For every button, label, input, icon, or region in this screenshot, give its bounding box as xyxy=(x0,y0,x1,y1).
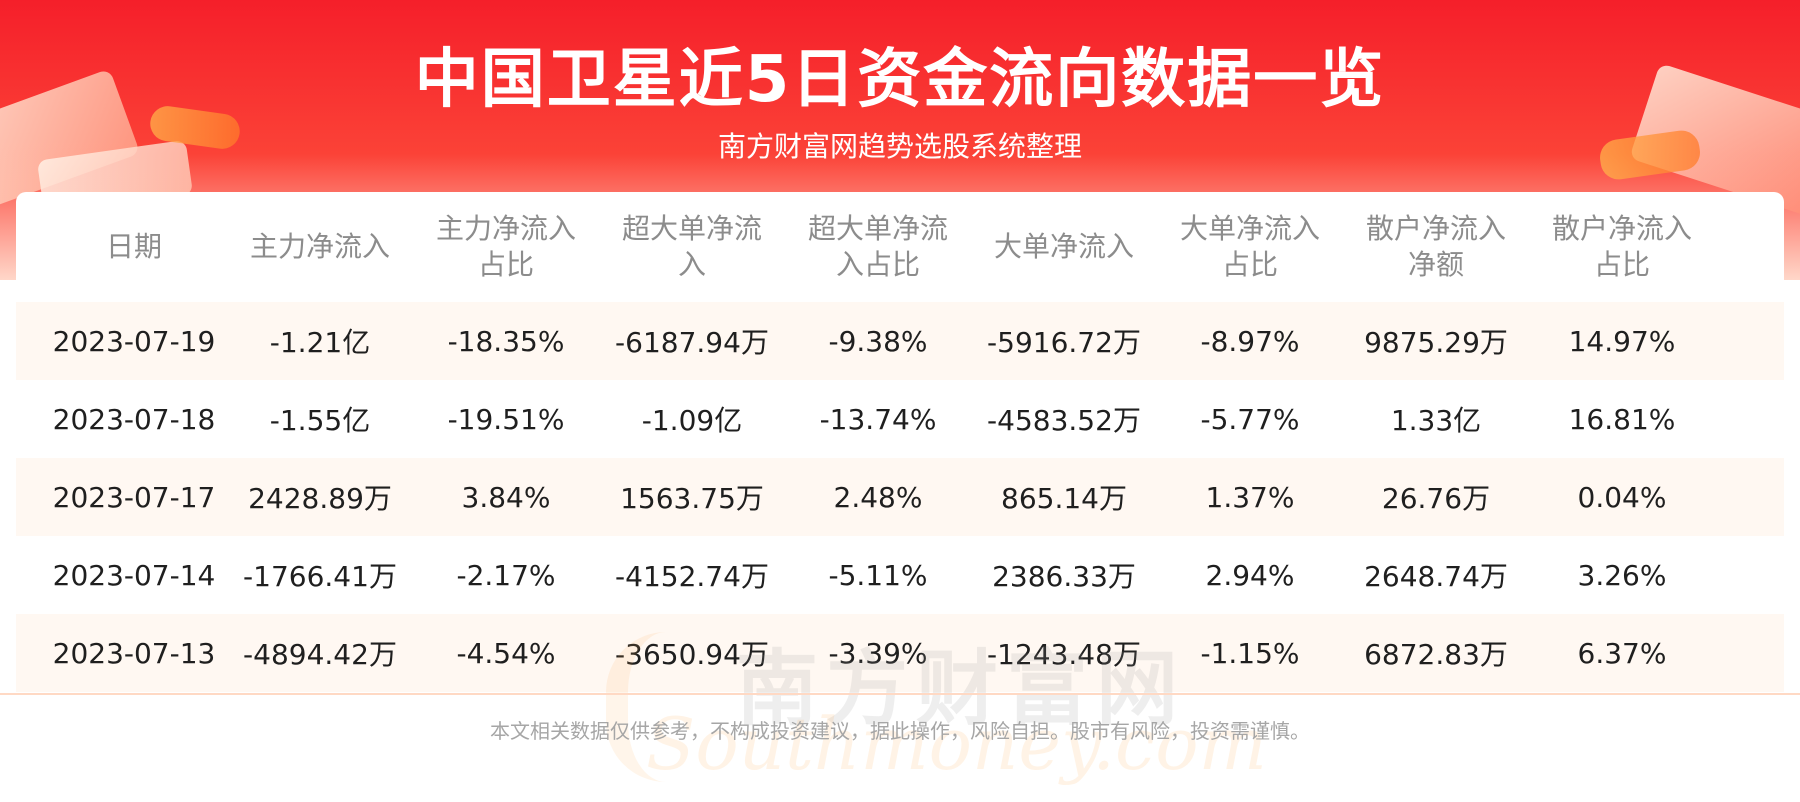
date-cell: 2023-07-13 xyxy=(52,636,216,670)
value-cell: -19.51% xyxy=(447,402,565,436)
column-header-label: 入占比 xyxy=(835,248,920,281)
value-cell: 6872.83万 xyxy=(1364,638,1508,671)
data-table-card: 日期 主力净流入 主力净流入 占比 超大单净流入超大单净流 入占比 大单净流入 大单净流入 占比… xyxy=(16,192,1784,786)
table-row: 2023-07-13 -4894.42万 -4.54% -3650.94万 -3.39%… xyxy=(16,614,1784,692)
value-cell: 2428.89万 xyxy=(248,482,392,515)
value-cell: 865.14万 xyxy=(1001,482,1127,515)
column-header: 超大单净流 入占比 xyxy=(785,192,971,302)
column-header-label: 日期 xyxy=(105,230,162,263)
column-header: 主力净流入 xyxy=(227,192,413,302)
value-cell: -5916.72万 xyxy=(987,326,1141,359)
column-header: 超大单净流入 xyxy=(599,192,785,302)
value-cell: -4583.52万 xyxy=(987,404,1141,437)
value-cell: 2386.33万 xyxy=(992,560,1136,593)
value-cell: -1.21亿 xyxy=(269,326,371,359)
value-cell: -18.35% xyxy=(447,324,565,358)
date-cell: 2023-07-14 xyxy=(52,558,216,592)
value-cell: -2.17% xyxy=(456,558,556,592)
column-header: 大单净流入 占比 xyxy=(1157,192,1343,302)
value-cell: -6187.94万 xyxy=(615,326,769,359)
column-header-label: 占比 xyxy=(477,248,534,281)
value-cell: -8.97% xyxy=(1200,324,1300,358)
value-cell: -3.39% xyxy=(828,636,928,670)
value-cell: 3.26% xyxy=(1577,558,1667,592)
column-header-label: 入 xyxy=(677,248,706,281)
column-header-label: 大单净流入 xyxy=(1179,212,1320,245)
column-header-label: 占比 xyxy=(1593,248,1650,281)
column-header-label: 超大单净流 xyxy=(807,212,948,245)
column-header-label: 主力净流入 xyxy=(435,212,576,245)
column-header: 日期 xyxy=(41,192,227,302)
column-header: 散户净流入 净额 xyxy=(1343,192,1529,302)
value-cell: -1.55亿 xyxy=(269,404,371,437)
column-header-label: 大单净流入 xyxy=(993,230,1134,263)
value-cell: -1.09亿 xyxy=(641,404,743,437)
value-cell: 2.94% xyxy=(1205,558,1295,592)
disclaimer: 本文相关数据仅供参考，不构成投资建议，据此操作，风险自担。股市有风险，投资需谨慎… xyxy=(490,719,1310,743)
table-row: 2023-07-14 -1766.41万 -2.17% -4152.74万 -5.11%… xyxy=(16,536,1784,614)
value-cell: 1563.75万 xyxy=(620,482,764,515)
value-cell: -9.38% xyxy=(828,324,928,358)
column-header-label: 散户净流入 xyxy=(1365,212,1506,245)
value-cell: 26.76万 xyxy=(1381,482,1491,515)
column-header-label: 散户净流入 xyxy=(1551,212,1692,245)
column-header: 散户净流入 占比 xyxy=(1529,192,1715,302)
value-cell: 14.97% xyxy=(1568,324,1676,358)
value-cell: 1.37% xyxy=(1205,480,1295,514)
column-header-label: 占比 xyxy=(1221,248,1278,281)
value-cell: 3.84% xyxy=(461,480,551,514)
date-cell: 2023-07-17 xyxy=(52,480,216,514)
value-cell: -1243.48万 xyxy=(987,638,1141,671)
column-header: 大单净流入 xyxy=(971,192,1157,302)
value-cell: -4.54% xyxy=(456,636,556,670)
value-cell: -4894.42万 xyxy=(243,638,397,671)
page-subtitle: 南方财富网趋势选股系统整理 xyxy=(717,130,1082,163)
value-cell: -5.11% xyxy=(828,558,928,592)
footer-divider xyxy=(0,693,1800,695)
value-cell: -4152.74万 xyxy=(615,560,769,593)
page-title: 中国卫星近5日资金流向数据一览 xyxy=(414,43,1386,117)
value-cell: 9875.29万 xyxy=(1364,326,1508,359)
value-cell: 16.81% xyxy=(1568,402,1676,436)
column-header-label: 净额 xyxy=(1407,248,1464,281)
value-cell: -13.74% xyxy=(819,402,937,436)
value-cell: -1.15% xyxy=(1200,636,1300,670)
value-cell: 2648.74万 xyxy=(1364,560,1508,593)
table-header: 日期 主力净流入 主力净流入 占比 超大单净流入超大单净流 入占比 大单净流入 大单净流入 占比… xyxy=(16,192,1784,302)
value-cell: 2.48% xyxy=(833,480,923,514)
value-cell: -5.77% xyxy=(1200,402,1300,436)
column-header-label: 主力净流入 xyxy=(249,230,390,263)
table-row: 2023-07-19 -1.21亿 -18.35% -6187.94万 -9.38% -5… xyxy=(16,302,1784,380)
column-header: 主力净流入 占比 xyxy=(413,192,599,302)
table-row: 2023-07-18 -1.55亿 -19.51% -1.09亿 -13.74% -458… xyxy=(16,380,1784,458)
date-cell: 2023-07-19 xyxy=(52,324,216,358)
table-row: 2023-07-17 2428.89万 3.84% 1563.75万 2.48% 865.… xyxy=(16,458,1784,536)
date-cell: 2023-07-18 xyxy=(52,402,216,436)
value-cell: 0.04% xyxy=(1577,480,1667,514)
column-header-label: 超大单净流 xyxy=(621,212,762,245)
value-cell: 6.37% xyxy=(1577,636,1667,670)
value-cell: -1766.41万 xyxy=(243,560,397,593)
value-cell: 1.33亿 xyxy=(1390,404,1482,437)
value-cell: -3650.94万 xyxy=(615,638,769,671)
